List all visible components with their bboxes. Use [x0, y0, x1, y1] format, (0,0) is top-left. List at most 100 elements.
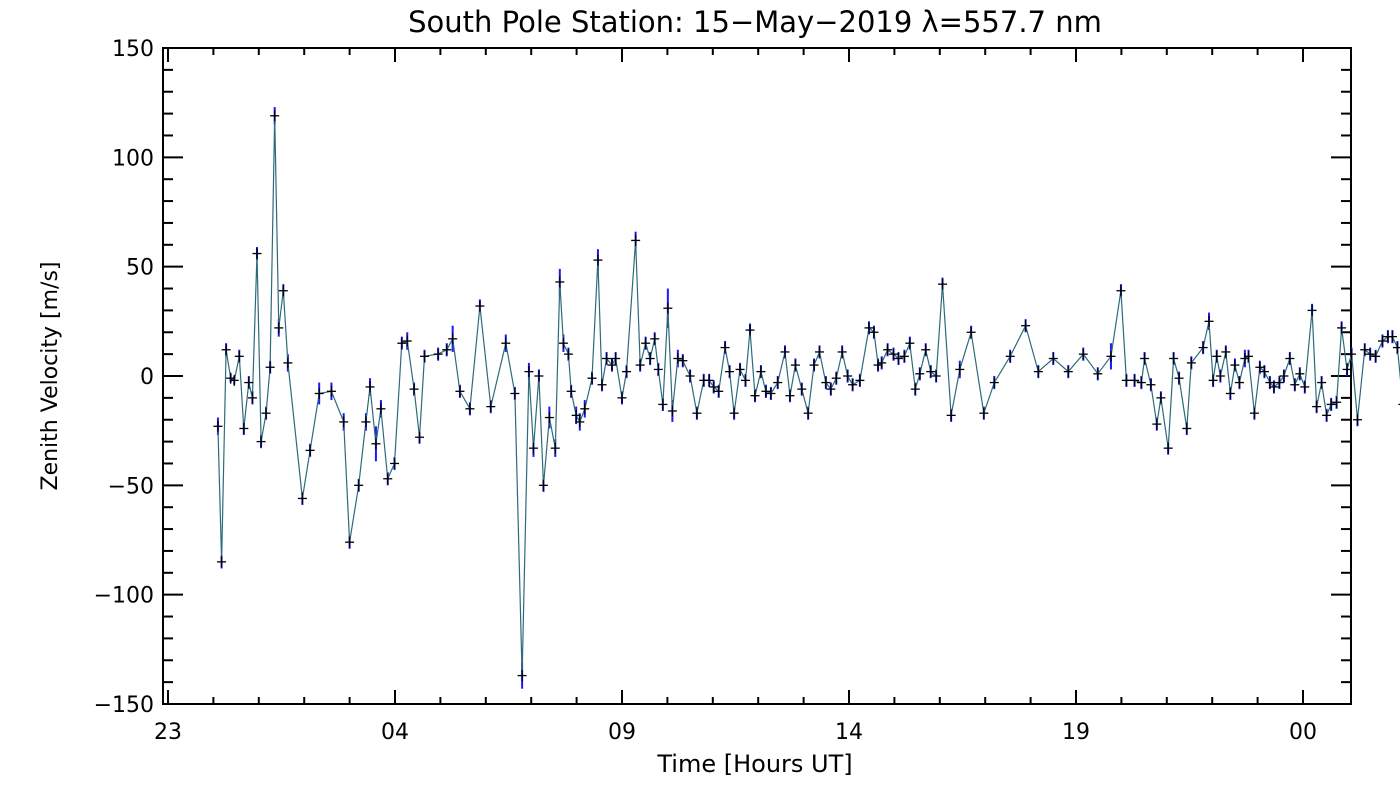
- data-point-marker: [1221, 346, 1231, 358]
- data-point-marker: [685, 370, 695, 382]
- data-point-marker: [1121, 374, 1131, 386]
- data-point-marker: [297, 492, 307, 504]
- data-point-marker: [979, 407, 989, 419]
- data-point-marker: [305, 444, 315, 456]
- data-point-marker: [415, 431, 425, 443]
- data-point-marker: [843, 370, 853, 382]
- data-point-marker: [1204, 315, 1214, 327]
- data-point-marker: [814, 346, 824, 358]
- data-point-marker: [631, 234, 641, 246]
- data-point-marker: [641, 337, 651, 349]
- data-point-marker: [910, 383, 920, 395]
- y-tick-label: −150: [94, 693, 154, 718]
- data-point-marker: [883, 344, 893, 356]
- data-point-marker: [283, 357, 293, 369]
- data-point-marker: [1265, 377, 1275, 389]
- data-point-marker: [667, 405, 677, 417]
- data-point-marker: [645, 353, 655, 365]
- data-point-marker: [1290, 379, 1300, 391]
- data-point-marker: [1387, 331, 1397, 343]
- data-point-marker: [607, 359, 617, 371]
- series-line: [217, 115, 1400, 676]
- data-point-marker: [622, 366, 632, 378]
- data-point-marker: [1230, 359, 1240, 371]
- data-point-marker: [653, 363, 663, 375]
- data-point-marker: [314, 387, 324, 399]
- data-point-marker: [785, 390, 795, 402]
- data-point-marker: [1317, 377, 1327, 389]
- y-tick-label: 100: [112, 146, 154, 171]
- data-point-marker: [558, 337, 568, 349]
- data-point-marker: [1136, 377, 1146, 389]
- data-point-marker: [714, 385, 724, 397]
- data-point-marker: [931, 370, 941, 382]
- x-tick-label: 09: [608, 720, 636, 745]
- data-point-marker: [926, 366, 936, 378]
- data-point-marker: [252, 248, 262, 260]
- data-point-marker: [855, 374, 865, 386]
- data-point-marker: [345, 536, 355, 548]
- data-point-marker: [575, 416, 585, 428]
- data-point-marker: [270, 110, 280, 122]
- data-point-marker: [709, 381, 719, 393]
- data-point-marker: [1063, 366, 1073, 378]
- data-point-marker: [1212, 350, 1222, 362]
- data-point-marker: [244, 377, 254, 389]
- data-point-marker: [831, 372, 841, 384]
- x-tick-label: 04: [381, 720, 409, 745]
- data-point-marker: [1152, 418, 1162, 430]
- data-point-marker: [376, 403, 386, 415]
- data-point-marker: [905, 337, 915, 349]
- data-point-marker: [938, 278, 948, 290]
- data-point-marker: [544, 412, 554, 424]
- data-point-marker: [766, 387, 776, 399]
- data-point-marker: [848, 379, 858, 391]
- data-point-marker: [420, 350, 430, 362]
- data-point-marker: [524, 366, 534, 378]
- data-point-marker: [390, 457, 400, 469]
- data-point-marker: [371, 438, 381, 450]
- data-point-marker: [809, 359, 819, 371]
- data-point-marker: [256, 436, 266, 448]
- x-axis-label: Time [Hours UT]: [656, 750, 852, 778]
- data-point-marker: [261, 407, 271, 419]
- data-point-marker: [1163, 442, 1173, 454]
- data-point-marker: [1259, 366, 1269, 378]
- y-tick-label: −50: [108, 474, 154, 499]
- data-point-marker: [1182, 422, 1192, 434]
- data-point-marker: [756, 366, 766, 378]
- data-point-marker: [597, 379, 607, 391]
- data-point-marker: [534, 370, 544, 382]
- data-point-marker: [354, 479, 364, 491]
- data-point-marker: [229, 374, 239, 386]
- data-point-marker: [1093, 368, 1103, 380]
- data-point-marker: [1312, 401, 1322, 413]
- data-point-marker: [1005, 350, 1015, 362]
- data-point-marker: [247, 392, 257, 404]
- data-point-marker: [1249, 407, 1259, 419]
- data-point-marker: [750, 390, 760, 402]
- data-point-marker: [213, 420, 223, 432]
- data-point-marker: [1365, 348, 1375, 360]
- chart-title: South Pole Station: 15−May−2019 λ=557.7 …: [408, 5, 1102, 39]
- data-point-marker: [989, 377, 999, 389]
- data-point-marker: [365, 381, 375, 393]
- data-point-marker: [1307, 304, 1317, 316]
- data-point-marker: [339, 416, 349, 428]
- data-point-marker: [501, 337, 511, 349]
- data-point-marker: [326, 385, 336, 397]
- data-point-marker: [946, 409, 956, 421]
- data-point-marker: [1048, 353, 1058, 365]
- y-axis-label: Zenith Velocity [m/s]: [38, 262, 63, 491]
- data-point-marker: [692, 407, 702, 419]
- data-point-marker: [555, 276, 565, 288]
- data-point-marker: [465, 403, 475, 415]
- data-point-marker: [580, 403, 590, 415]
- data-point-marker: [486, 401, 496, 413]
- data-point-marker: [864, 322, 874, 334]
- data-point-marker: [1332, 396, 1342, 408]
- data-point-marker: [1300, 381, 1310, 393]
- axis-ticks: [163, 47, 1351, 705]
- data-point-marker: [1352, 414, 1362, 426]
- data-point-marker: [877, 357, 887, 369]
